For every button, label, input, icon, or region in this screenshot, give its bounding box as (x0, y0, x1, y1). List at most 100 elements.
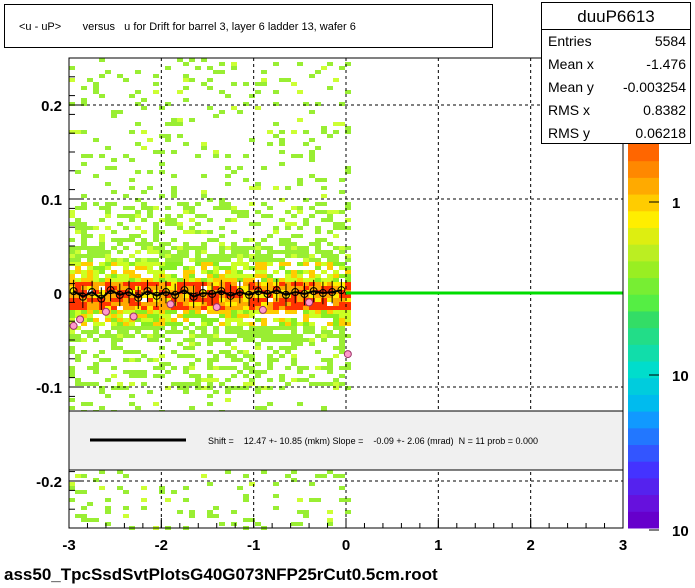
heatmap-cell (345, 206, 351, 210)
heatmap-cell (255, 374, 261, 378)
heatmap-cell (345, 366, 351, 370)
heatmap-cell (81, 314, 87, 318)
heatmap-cell (321, 210, 327, 214)
heatmap-cell (249, 186, 255, 190)
heatmap-cell (81, 154, 87, 158)
heatmap-cell (141, 310, 147, 314)
heatmap-cell (297, 302, 303, 306)
heatmap-cell (225, 338, 231, 342)
heatmap-cell (81, 278, 87, 282)
heatmap-cell (231, 170, 237, 174)
heatmap-cell (135, 310, 141, 314)
heatmap-cell (105, 202, 111, 206)
heatmap-cell (279, 306, 285, 310)
heatmap-cell (123, 282, 129, 286)
heatmap-cell (345, 294, 351, 298)
heatmap-cell (249, 382, 255, 386)
heatmap-cell (231, 82, 237, 86)
y-tick-label: 0 (54, 286, 62, 303)
heatmap-cell (189, 258, 195, 262)
heatmap-cell (135, 226, 141, 230)
heatmap-cell (255, 274, 261, 278)
stats-box: duuP6613 Entries 5584 Mean x -1.476 Mean… (541, 2, 691, 144)
heatmap-cell (87, 282, 93, 286)
heatmap-cell (243, 298, 249, 302)
heatmap-cell (339, 246, 345, 250)
heatmap-cell (177, 302, 183, 306)
heatmap-cell (219, 366, 225, 370)
heatmap-cell (225, 294, 231, 298)
heatmap-cell (267, 278, 273, 282)
heatmap-cell (129, 206, 135, 210)
heatmap-cell (123, 318, 129, 322)
heatmap-cell (285, 474, 291, 478)
heatmap-cell (75, 170, 81, 174)
heatmap-cell (327, 298, 333, 302)
heatmap-cell (339, 342, 345, 346)
heatmap-cell (99, 390, 105, 394)
stats-value: 5584 (654, 33, 686, 49)
heatmap-cell (249, 286, 255, 290)
heatmap-cell (303, 250, 309, 254)
heatmap-cell (123, 154, 129, 158)
heatmap-cell (141, 106, 147, 110)
heatmap-cell (75, 306, 81, 310)
heatmap-cell (309, 282, 315, 286)
heatmap-cell (159, 266, 165, 270)
heatmap-cell (99, 206, 105, 210)
heatmap-cell (147, 310, 153, 314)
profile-point (134, 293, 143, 302)
heatmap-cell (153, 274, 159, 278)
heatmap-cell (111, 342, 117, 346)
heatmap-cell (81, 270, 87, 274)
heatmap-cell (135, 326, 141, 330)
heatmap-cell (285, 282, 291, 286)
heatmap-cell (129, 350, 135, 354)
heatmap-cell (99, 254, 105, 258)
heatmap-cell (123, 194, 129, 198)
heatmap-cell (87, 402, 93, 406)
heatmap-cell (87, 270, 93, 274)
heatmap-cell (225, 306, 231, 310)
heatmap-cell (141, 286, 147, 290)
heatmap-cell (165, 318, 171, 322)
heatmap-cell (87, 302, 93, 306)
heatmap-cell (261, 270, 267, 274)
heatmap-cell (93, 266, 99, 270)
heatmap-cell (189, 514, 195, 518)
heatmap-cell (75, 382, 81, 386)
heatmap-cell (249, 306, 255, 310)
heatmap-cell (315, 246, 321, 250)
heatmap-cell (279, 318, 285, 322)
heatmap-cell (75, 130, 81, 134)
heatmap-cell (303, 198, 309, 202)
heatmap-cell (303, 102, 309, 106)
heatmap-cell (231, 366, 237, 370)
heatmap-cell (255, 306, 261, 310)
heatmap-cell (75, 206, 81, 210)
heatmap-cell (195, 358, 201, 362)
heatmap-cell (99, 74, 105, 78)
heatmap-cell (339, 314, 345, 318)
heatmap-cell (261, 70, 267, 74)
outlier-point (258, 305, 267, 314)
heatmap-cell (321, 474, 327, 478)
heatmap-cell (291, 362, 297, 366)
heatmap-cell (183, 142, 189, 146)
heatmap-cell (75, 218, 81, 222)
heatmap-cell (69, 346, 75, 350)
profile-point (161, 288, 170, 297)
heatmap-cell (303, 510, 309, 514)
heatmap-cell (249, 238, 255, 242)
heatmap-cell (147, 262, 153, 266)
heatmap-cell (75, 278, 81, 282)
heatmap-cell (159, 374, 165, 378)
heatmap-cell (321, 338, 327, 342)
heatmap-cell (165, 138, 171, 142)
heatmap-cell (189, 314, 195, 318)
heatmap-cell (297, 322, 303, 326)
heatmap-cell (243, 282, 249, 286)
heatmap-cell (117, 278, 123, 282)
heatmap-cell (309, 174, 315, 178)
outlier-point (129, 312, 138, 321)
